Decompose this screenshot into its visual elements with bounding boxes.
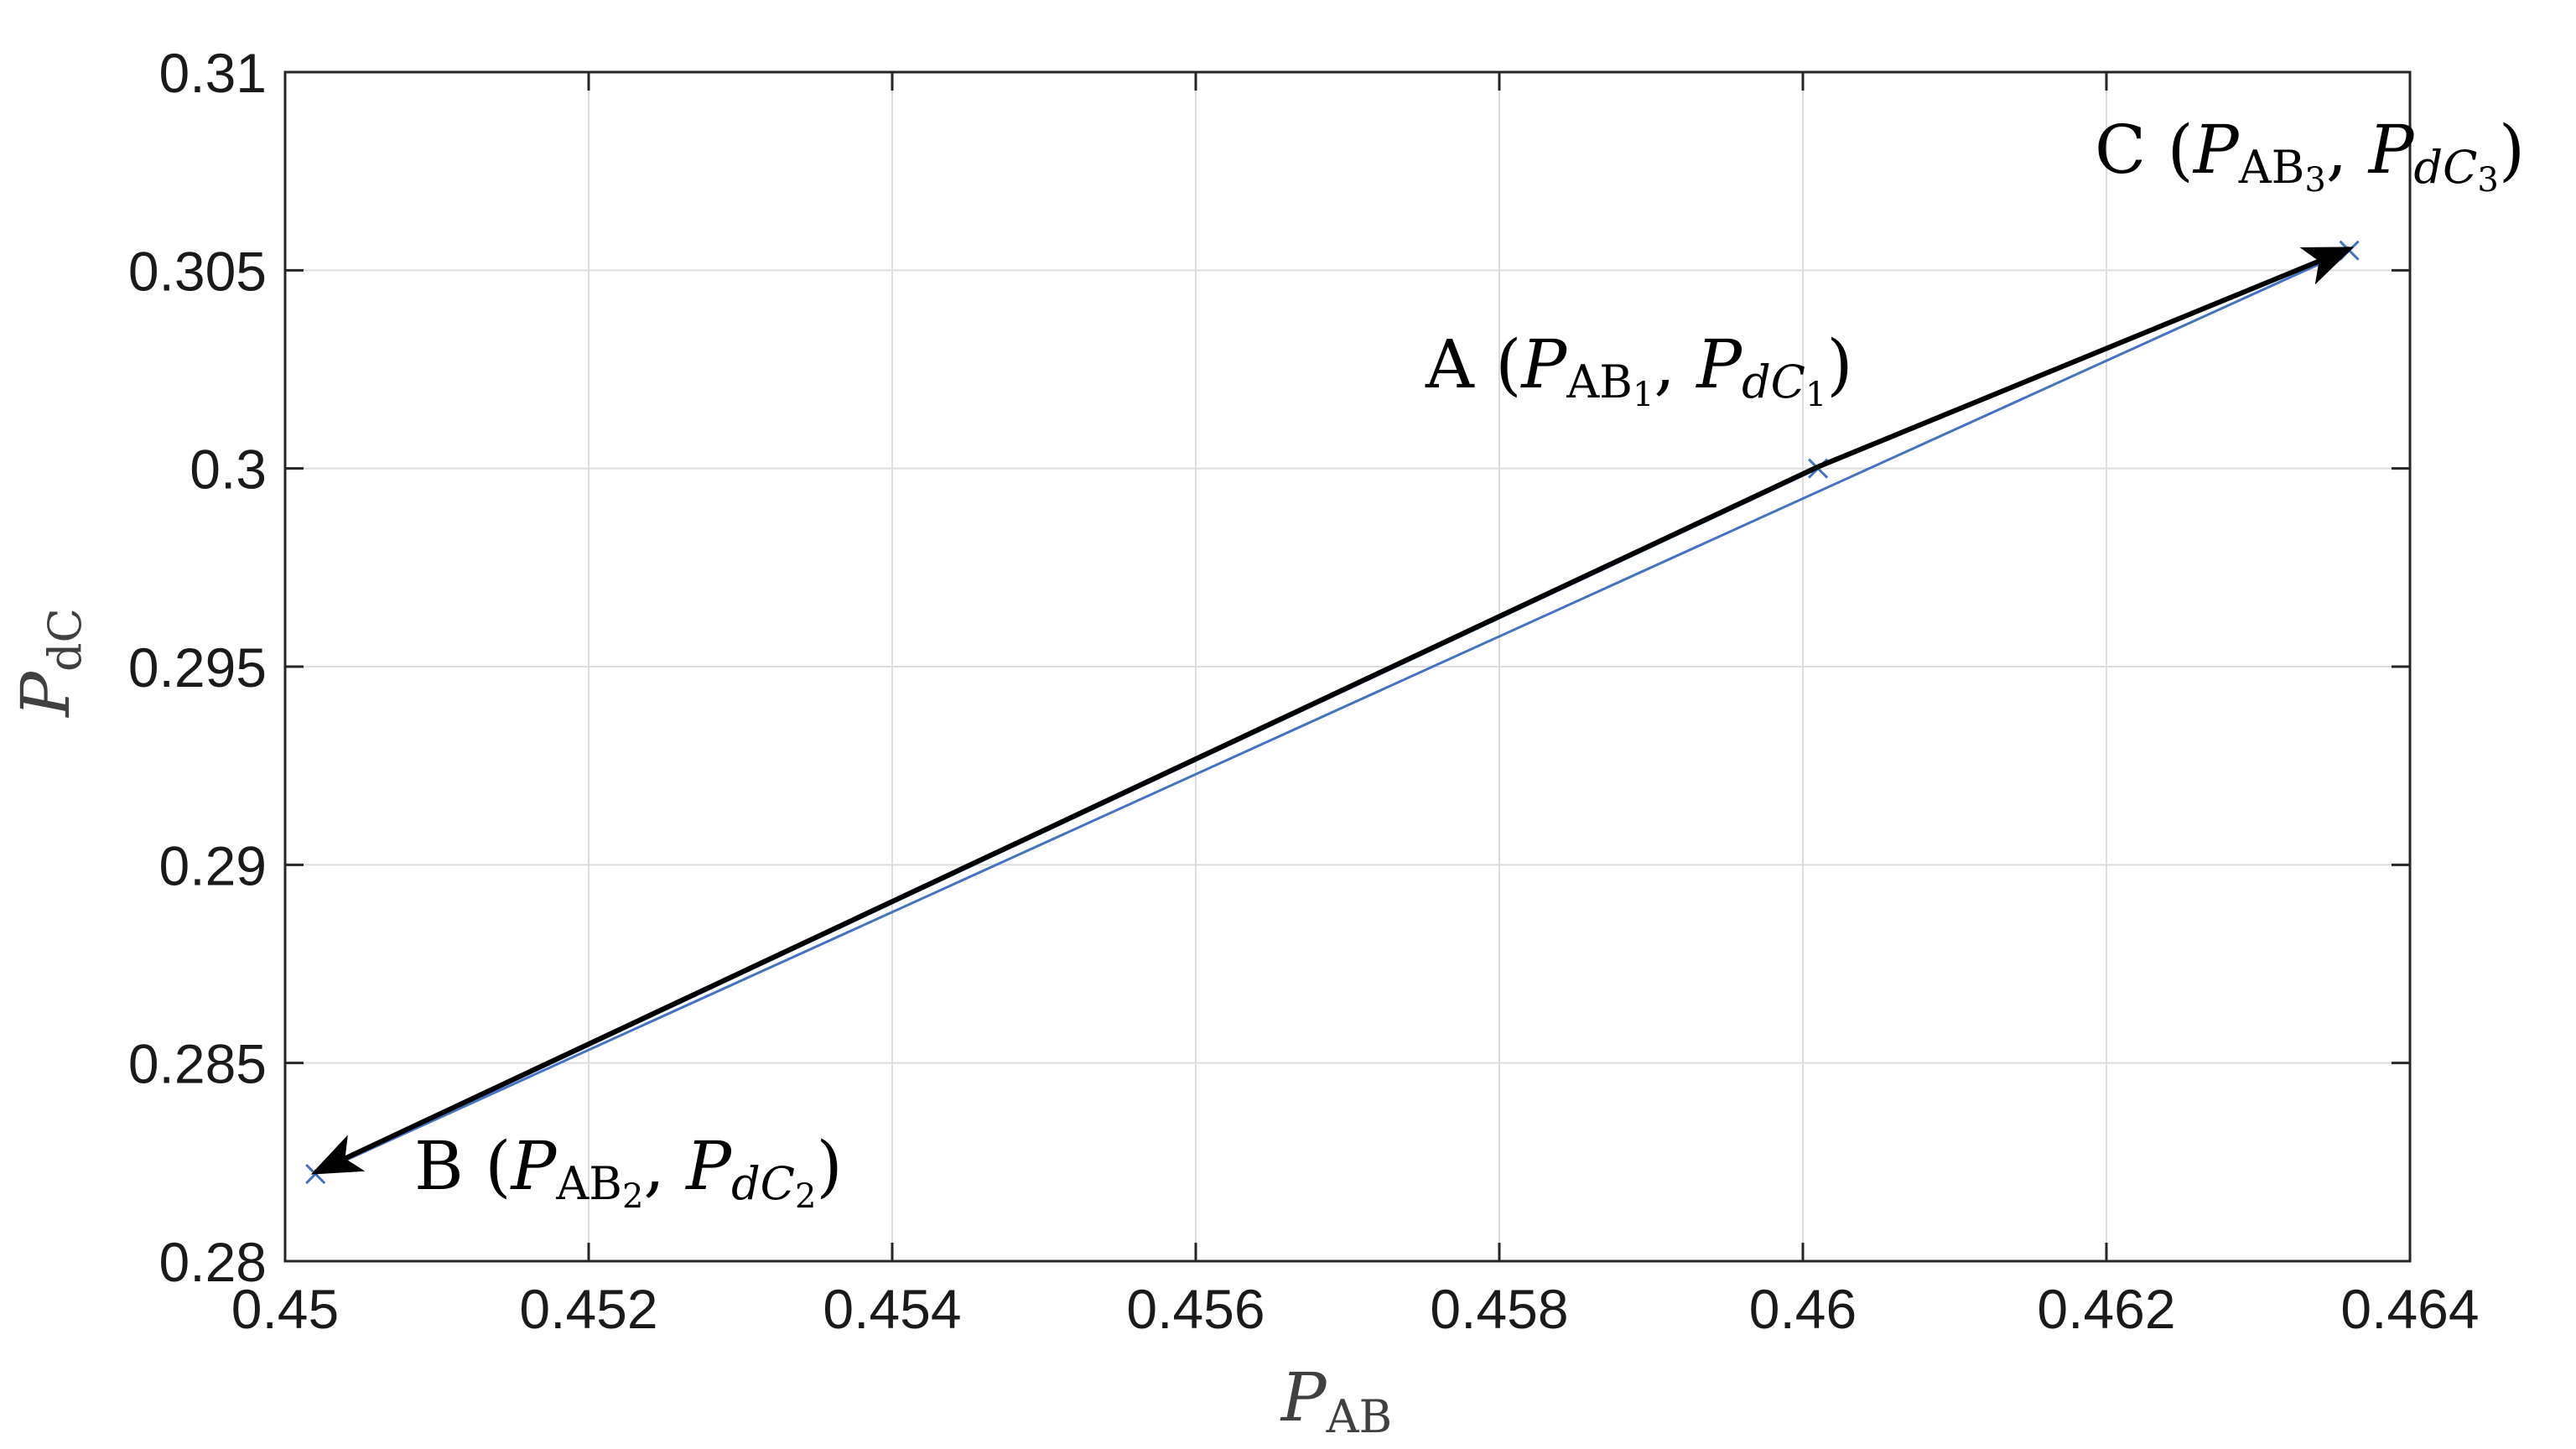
annotation-c-label: C bbox=[2095, 111, 2146, 189]
annotation-a-y-idx: 1 bbox=[1805, 376, 1826, 414]
series-line bbox=[314, 249, 2350, 1176]
annotation-a: A (PAB1, PdC1) bbox=[1425, 325, 1853, 414]
x-axis-title-main: P bbox=[1280, 1358, 1327, 1436]
y-tick-labels: 0.28 0.285 0.29 0.295 0.3 0.305 0.31 bbox=[128, 42, 267, 1293]
trajectory-arrow bbox=[1816, 246, 2355, 470]
annotation-c: C (PAB3, PdC3) bbox=[2095, 111, 2525, 200]
y-tick-label: 0.31 bbox=[159, 42, 267, 104]
annotation-b-y-sub: dC bbox=[731, 1157, 795, 1210]
annotation-a-x-idx: 1 bbox=[1633, 376, 1654, 414]
plot-area-frame bbox=[283, 70, 2412, 1263]
y-tick-label: 0.305 bbox=[128, 240, 267, 302]
x-axis-title-sub: AB bbox=[1326, 1390, 1393, 1443]
x-axis-title: PAB bbox=[1280, 1358, 1393, 1443]
annotation-a-y-sym: P bbox=[1695, 325, 1742, 403]
x-tick-label: 0.45 bbox=[231, 1278, 339, 1340]
x-tick-label: 0.452 bbox=[519, 1278, 657, 1340]
y-tick-label: 0.3 bbox=[190, 439, 267, 501]
y-axis-title: PdC bbox=[7, 608, 91, 719]
arrow-layer bbox=[310, 246, 2355, 1175]
x-tick-label: 0.458 bbox=[1430, 1278, 1568, 1340]
annotation-c-y-idx: 3 bbox=[2477, 161, 2498, 200]
annotation-b-y-idx: 2 bbox=[795, 1177, 816, 1216]
series-layer bbox=[305, 240, 2360, 1185]
annotation-c-x-sym: P bbox=[2192, 111, 2240, 189]
annotation-c-y-sym: P bbox=[2367, 111, 2415, 189]
y-axis-title-main: P bbox=[7, 671, 85, 719]
y-tick-label: 0.285 bbox=[128, 1033, 267, 1095]
y-tick-label: 0.295 bbox=[128, 636, 267, 699]
annotation-a-label: A bbox=[1425, 325, 1475, 403]
annotation-b-x-sub: AB bbox=[555, 1157, 622, 1210]
x-tick-label: 0.46 bbox=[1749, 1278, 1857, 1340]
annotation-a-x-sub: AB bbox=[1566, 356, 1633, 408]
grid-layer bbox=[285, 72, 2410, 1261]
x-tick-label: 0.464 bbox=[2340, 1278, 2479, 1340]
annotation-a-y-sub: dC bbox=[1742, 356, 1805, 408]
annotation-b: B (PAB2, PdC2) bbox=[414, 1127, 843, 1216]
axes-layer bbox=[283, 70, 2412, 1263]
x-tick-label: 0.456 bbox=[1126, 1278, 1265, 1340]
x-tick-label: 0.454 bbox=[823, 1278, 961, 1340]
annotation-c-x-idx: 3 bbox=[2304, 161, 2325, 200]
annotation-b-x-sym: P bbox=[509, 1127, 557, 1205]
annotation-a-x-sym: P bbox=[1519, 325, 1567, 403]
x-tick-labels: 0.45 0.452 0.454 0.456 0.458 0.46 0.462 0.464 bbox=[231, 1278, 2480, 1340]
annotation-b-label: B bbox=[414, 1127, 464, 1205]
trajectory-arrow bbox=[310, 464, 1820, 1175]
x-tick-label: 0.462 bbox=[2037, 1278, 2175, 1340]
annotation-c-y-sub: dC bbox=[2414, 141, 2478, 194]
annotation-b-x-idx: 2 bbox=[622, 1177, 643, 1216]
y-tick-label: 0.29 bbox=[159, 834, 267, 896]
y-tick-label: 0.28 bbox=[159, 1231, 267, 1293]
y-axis-title-sub: dC bbox=[39, 608, 91, 672]
annotation-c-x-sub: AB bbox=[2238, 141, 2305, 194]
annotation-b-y-sym: P bbox=[684, 1127, 732, 1205]
